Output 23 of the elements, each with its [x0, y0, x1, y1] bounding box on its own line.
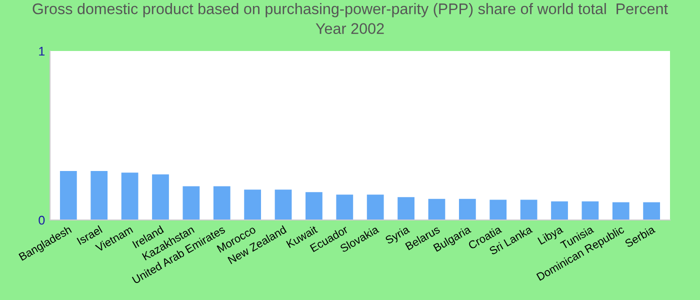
bar [336, 194, 354, 220]
bar [520, 200, 538, 220]
bar [612, 202, 630, 220]
bar [306, 192, 322, 220]
y-tick-label: 0 [38, 216, 45, 225]
chart-title: Gross domestic product based on purchasing-power-parity (PPP) share of world total Percent Year 2002 [32, 3, 668, 34]
bar [490, 200, 507, 220]
bar [213, 186, 230, 220]
bar [551, 201, 568, 220]
bar [152, 174, 169, 220]
bar [274, 190, 292, 220]
bar [182, 186, 200, 220]
bar [90, 170, 108, 220]
bar [398, 197, 414, 220]
bar [582, 201, 599, 220]
bar [458, 198, 476, 220]
bar [643, 202, 660, 220]
bar [428, 198, 446, 220]
bar [366, 194, 384, 220]
y-tick-label: 1 [39, 46, 45, 56]
bar [60, 170, 77, 220]
bar [121, 172, 138, 220]
bar [244, 190, 262, 220]
